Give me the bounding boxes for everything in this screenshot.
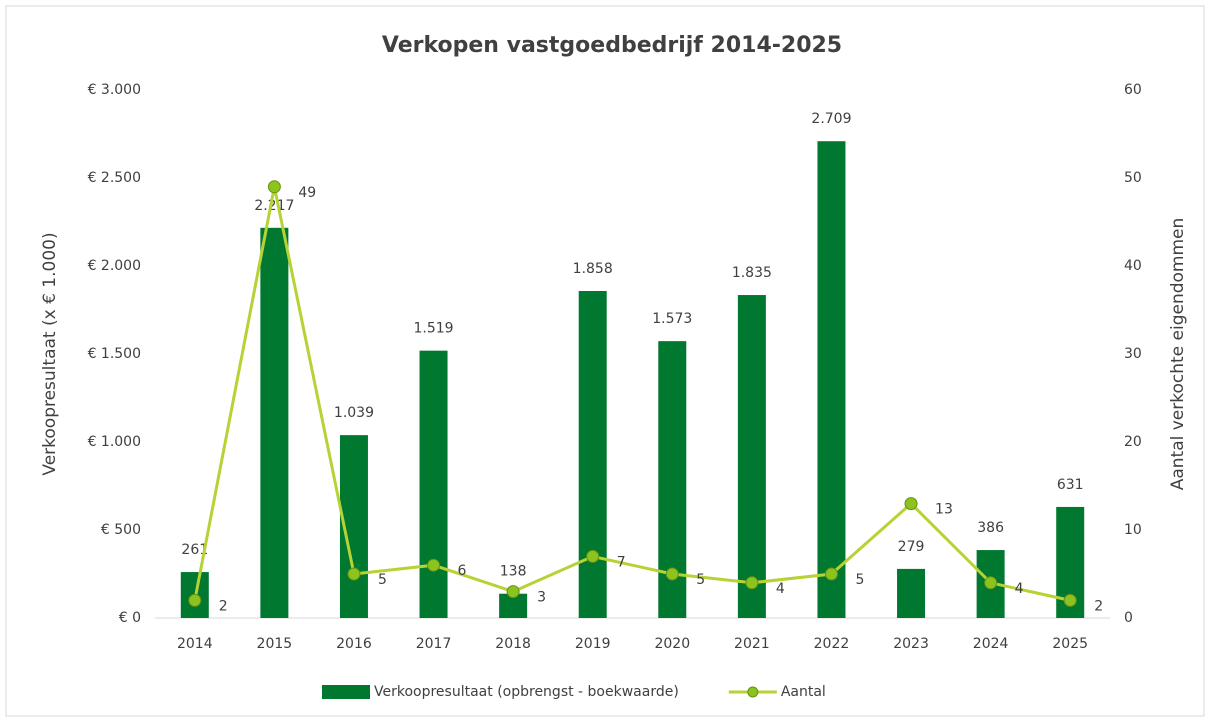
- line-value-label: 2: [219, 598, 228, 614]
- line-marker: [506, 585, 520, 599]
- x-tick-label: 2021: [734, 636, 770, 652]
- legend-swatch: [322, 685, 370, 699]
- x-tick-label: 2018: [495, 636, 531, 652]
- line-value-label: 7: [617, 554, 626, 570]
- bar-value-label: 1.835: [732, 265, 772, 281]
- line-value-label: 3: [537, 590, 546, 606]
- line-value-label: 5: [696, 572, 705, 588]
- line-marker: [267, 180, 281, 194]
- y2-tick-label: 50: [1124, 170, 1142, 186]
- x-tick-label: 2019: [575, 636, 611, 652]
- bar: [737, 295, 766, 618]
- line-value-label: 13: [935, 502, 953, 518]
- legend-marker: [747, 686, 759, 698]
- bar-value-label: 1.573: [652, 311, 692, 327]
- y-axis-label: Verkoopresultaat (x € 1.000): [40, 232, 60, 475]
- bar: [817, 141, 846, 618]
- line-value-label: 4: [1015, 581, 1024, 597]
- line-marker: [427, 558, 441, 572]
- y2-tick-label: 40: [1124, 258, 1142, 274]
- line-marker: [347, 567, 361, 581]
- x-tick-label: 2014: [177, 636, 213, 652]
- y2-tick-label: 20: [1124, 434, 1142, 450]
- bar: [419, 350, 448, 618]
- bar: [260, 227, 289, 619]
- x-tick-label: 2016: [336, 636, 372, 652]
- x-tick-label: 2022: [814, 636, 850, 652]
- y-tick-label: € 3.000: [88, 82, 141, 98]
- chart-title: Verkopen vastgoedbedrijf 2014-2025: [382, 33, 842, 58]
- line-value-label: 2: [1094, 598, 1103, 614]
- x-tick-label: 2017: [416, 636, 452, 652]
- line-marker: [586, 549, 600, 563]
- line-marker: [745, 576, 759, 590]
- x-tick-label: 2024: [973, 636, 1009, 652]
- y-tick-label: € 2.500: [88, 170, 141, 186]
- bar-value-label: 2.217: [254, 198, 294, 214]
- line: [193, 186, 1071, 602]
- x-tick-label: 2023: [893, 636, 929, 652]
- bar-value-label: 2.709: [811, 111, 851, 127]
- x-tick-label: 2015: [257, 636, 293, 652]
- bar-value-label: 631: [1057, 477, 1084, 493]
- bar-value-label: 1.519: [413, 321, 453, 337]
- line-value-label: 4: [776, 581, 785, 597]
- bar-value-label: 386: [977, 520, 1004, 536]
- x-tick-label: 2025: [1052, 636, 1088, 652]
- line-value-label: 5: [855, 572, 864, 588]
- line-marker: [824, 567, 838, 581]
- y-tick-label: € 1.500: [88, 346, 141, 362]
- legend-label: Verkoopresultaat (opbrengst - boekwaarde…: [374, 684, 679, 700]
- y-tick-label: € 1.000: [88, 434, 141, 450]
- bar-value-label: 279: [898, 539, 925, 555]
- y2-tick-label: 0: [1124, 610, 1133, 626]
- line-marker: [904, 497, 918, 511]
- line-value-label: 5: [378, 572, 387, 588]
- bar-value-label: 1.039: [334, 405, 374, 421]
- y-tick-label: € 500: [101, 522, 141, 538]
- line-value-label: 6: [458, 563, 467, 579]
- bar-value-label: 1.858: [573, 261, 613, 277]
- line-marker: [188, 593, 202, 607]
- line-marker: [984, 576, 998, 590]
- line-value-label: 49: [298, 185, 316, 201]
- x-tick-label: 2020: [654, 636, 690, 652]
- y2-tick-label: 30: [1124, 346, 1142, 362]
- legend-label: Aantal: [781, 684, 826, 700]
- y2-tick-label: 60: [1124, 82, 1142, 98]
- line-marker: [1063, 593, 1077, 607]
- y-tick-label: € 2.000: [88, 258, 141, 274]
- bar-value-label: 138: [500, 564, 527, 580]
- bar: [578, 290, 607, 618]
- bar: [897, 568, 926, 618]
- y2-axis-label: Aantal verkochte eigendommen: [1168, 218, 1188, 491]
- y-tick-label: € 0: [119, 610, 141, 626]
- bar-value-label: 261: [181, 542, 208, 558]
- line-marker: [665, 567, 679, 581]
- y2-tick-label: 10: [1124, 522, 1142, 538]
